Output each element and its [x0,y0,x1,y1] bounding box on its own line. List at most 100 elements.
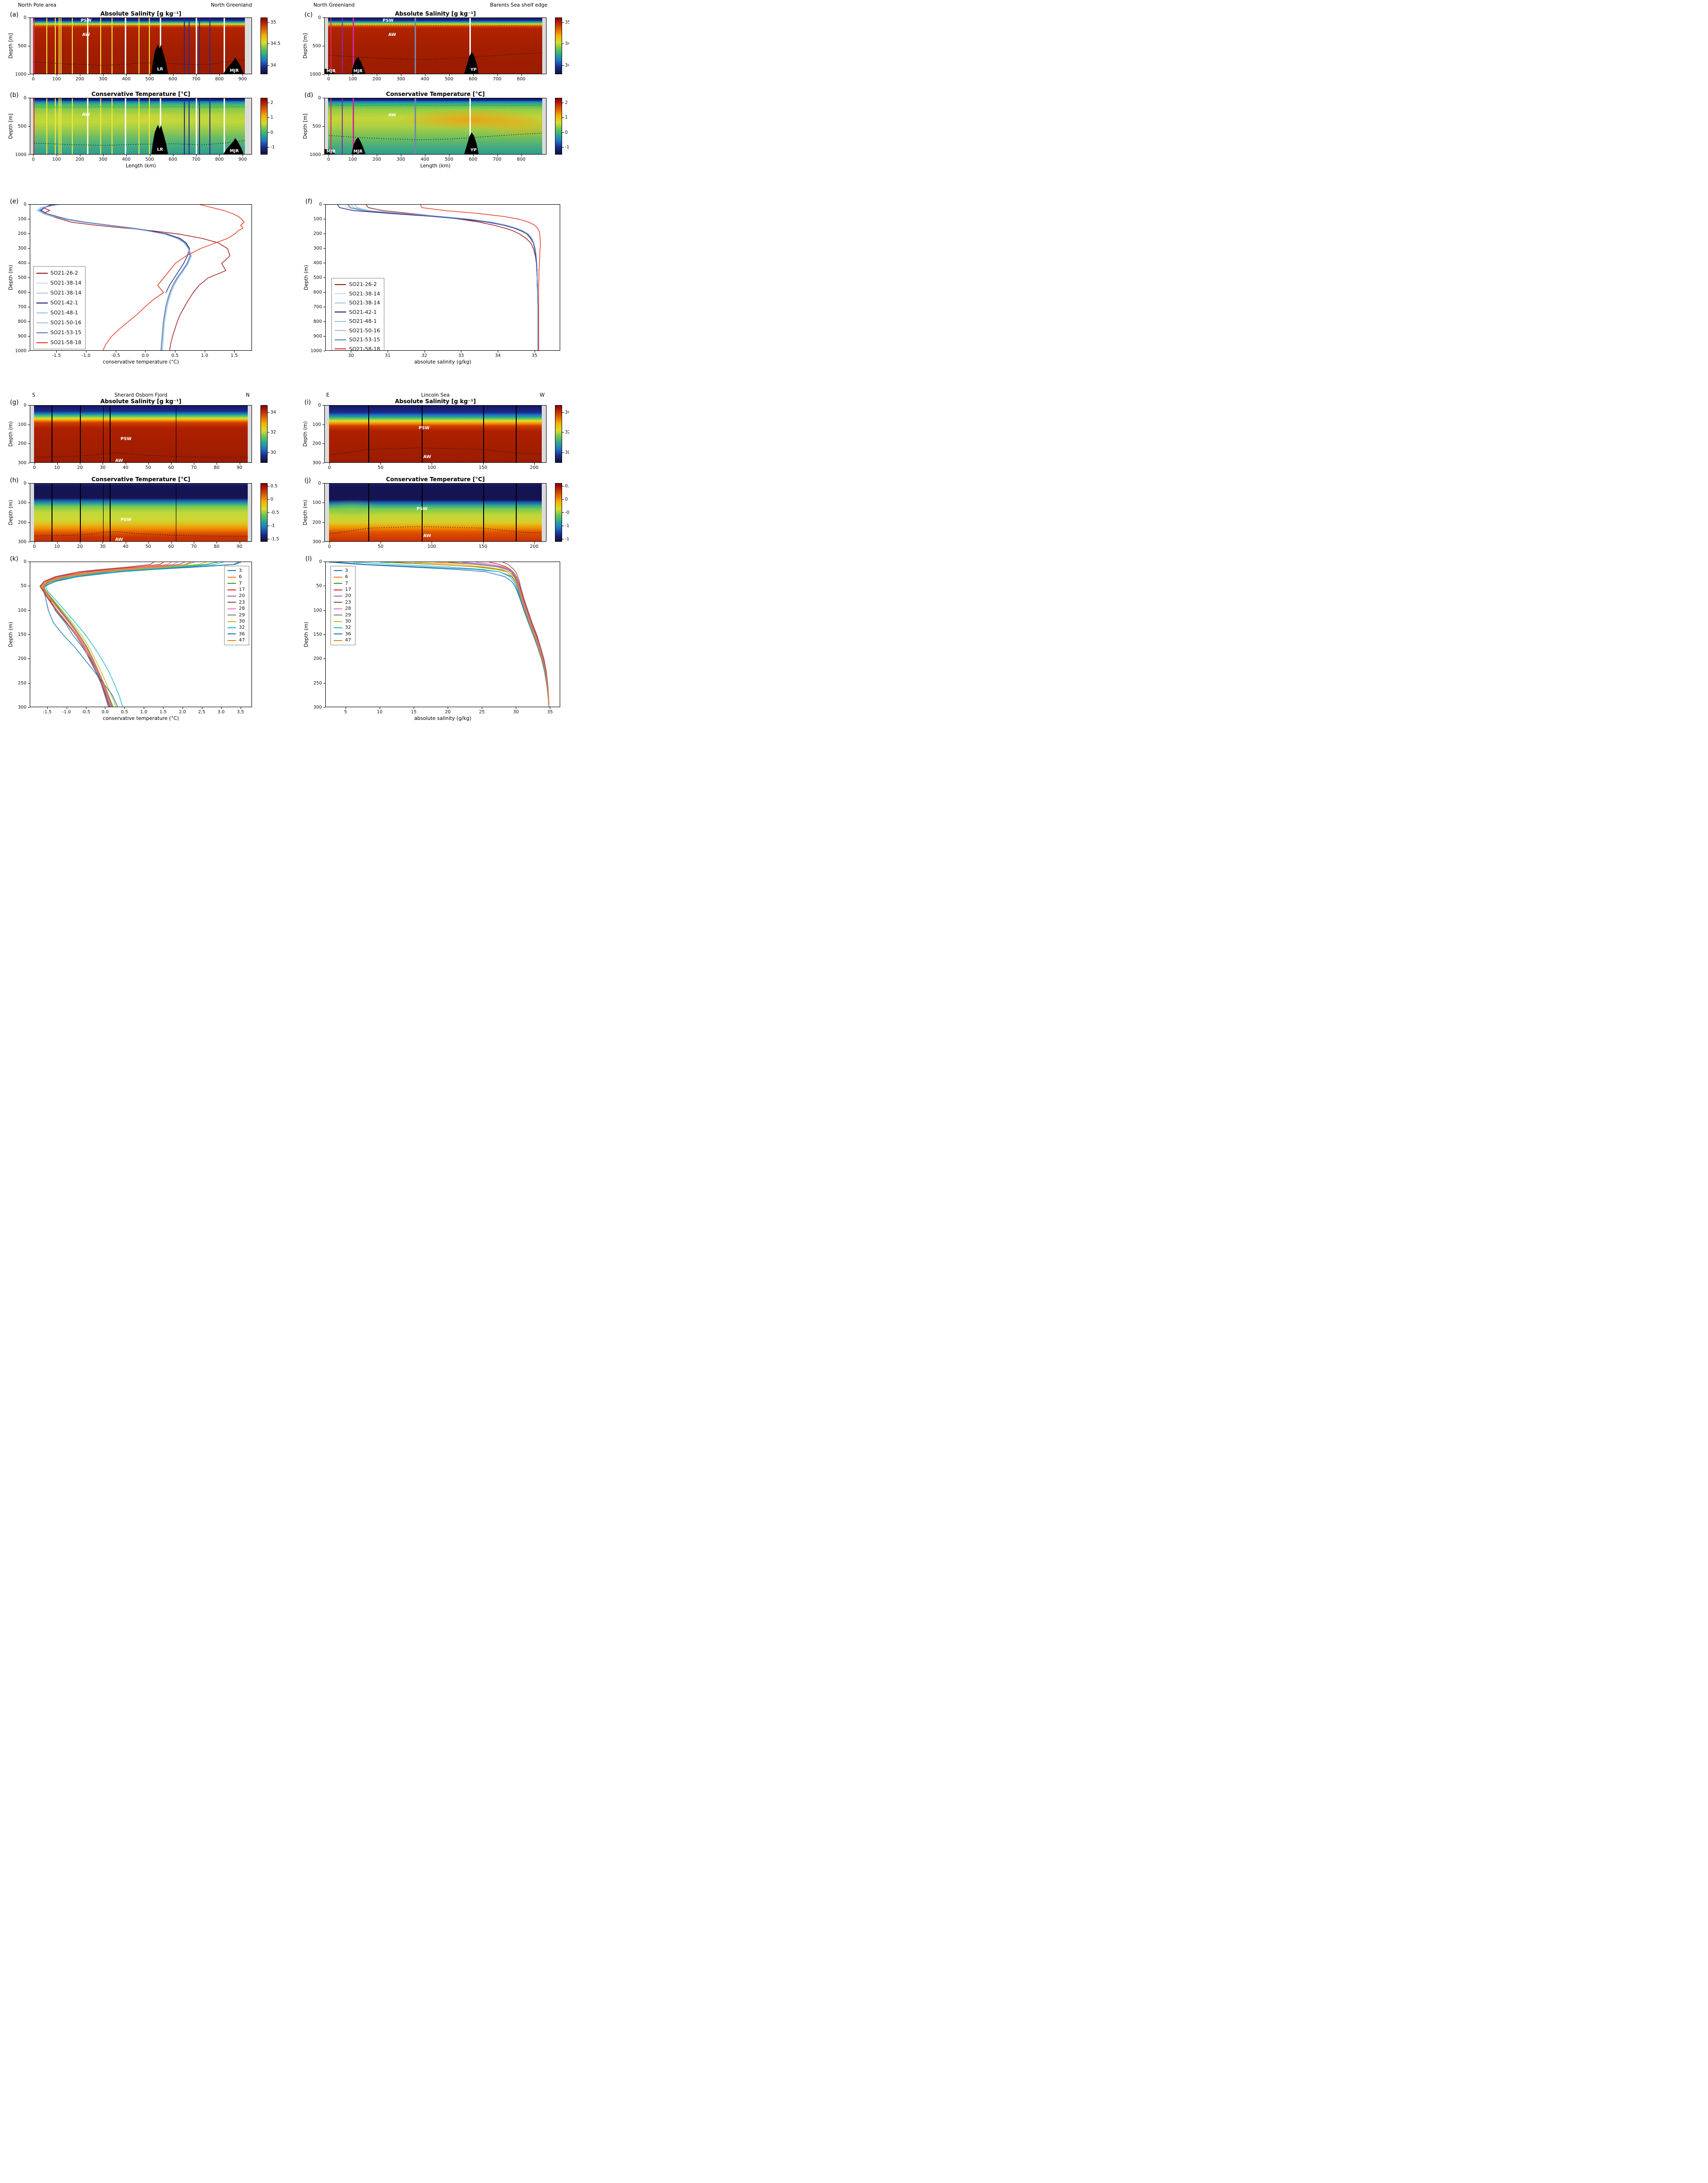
colorbar-tick-mark [562,117,564,118]
no-data-strip [30,406,35,462]
legend-swatch-SO21-48-1 [335,321,347,322]
x-tick-label: 700 [191,157,200,162]
legend-label-SO21-42-1: SO21-42-1 [50,300,78,306]
colorbar-tick-label: 35 [565,19,569,25]
y-tick-label: 700 [17,304,26,310]
profile-line-7 [380,562,550,707]
profile-line-30 [43,562,207,707]
colorbar-tick-mark [562,43,564,44]
colorbar-tick-mark [268,512,269,513]
isoline-contour [34,59,245,66]
isoline-contour [329,447,542,456]
panel-letter-f: (f) [305,198,312,205]
x-tick-label: 40 [122,465,129,470]
legend-item: 7 [333,580,351,586]
y-tick-label: 500 [17,124,26,129]
legend-item: 32 [227,624,245,631]
x-tick-label: 3.0 [217,710,225,715]
y-tick-label: 700 [313,304,322,310]
y-tick-mark [28,248,30,249]
x-tick-mark [148,463,149,465]
legend-label-7: 7 [239,580,242,586]
annotation-PSW: PSW [80,18,92,23]
colorbar-tick-mark [268,499,269,500]
x-tick-mark [483,542,484,544]
y-tick-label: 400 [313,260,322,266]
legend-label-32: 32 [345,625,351,631]
annotation-MJR: MJR [353,69,363,74]
profile-line-SO21-48-1 [355,205,538,350]
figure-root: North Pole area North Greenland North Gr… [0,0,569,728]
y-tick-label: 200 [17,231,26,236]
x-tick-mark [148,542,149,544]
plot-area-b: AW LR MJR [30,98,252,155]
x-tick-label: -1.5 [52,353,61,358]
station-line [103,484,104,541]
colorbar-tick-mark [562,132,564,133]
no-data-strip [245,98,251,154]
legend-label-30: 30 [239,619,245,624]
x-tick-label: 400 [122,157,131,162]
panel-title-a: Absolute Salinity [g kg⁻¹] [100,10,182,17]
profile-line-SO21-53-15 [347,205,538,350]
x-tick-label: 80 [214,544,220,549]
panel-title-g: Absolute Salinity [g kg⁻¹] [100,398,182,405]
region-label-sherard-osborn-fjord: Sherard Osborn Fjord [114,392,167,398]
isoline-contour [34,24,245,26]
plot-area-f: SO21-26-2 SO21-38-14 SO21-38-14 SO21-42-1 SO… [325,204,560,351]
y-tick-label: 0 [318,15,321,20]
y-tick-mark [28,707,30,708]
legend-item: 23 [333,599,351,606]
legend-item: SO21-26-2 [36,268,82,278]
profile-line-20 [461,562,550,707]
x-tick-mark [126,74,127,76]
station-line [368,406,369,462]
isoline-contour [329,133,542,140]
legend-item: 32 [333,624,351,631]
station-line [72,98,73,154]
legend-label-20: 20 [239,593,245,599]
legend-label-SO21-38-14: SO21-38-14 [349,290,380,297]
x-axis-label-f: absolute salinity (g/kg) [414,359,471,365]
station-line [80,406,81,462]
legend-label-29: 29 [239,612,245,618]
legend-item: 20 [227,593,245,599]
no-data-strip [325,98,329,154]
colorbar-tick-label: 30 [270,450,277,455]
x-tick-label: 100 [427,465,436,470]
y-tick-label: 600 [17,290,26,295]
y-tick-label: 500 [313,275,322,280]
plot-area-l: 3 6 7 17 20 23 28 29 30 32 36 47 [325,562,560,707]
x-tick-label: 900 [238,77,247,82]
y-tick-mark [28,292,30,293]
legend-label-SO21-58-18: SO21-58-18 [349,346,380,351]
station-line [34,98,35,154]
y-tick-label: 0 [319,559,322,564]
panel-letter-a: (a) [10,11,19,18]
y-tick-label: 1000 [15,72,26,77]
profile-line-SO21-38-14 [348,205,538,350]
station-line [422,484,423,541]
profile-line-SO21-58-18 [103,205,245,350]
y-tick-label: 1000 [310,348,322,354]
station-line [469,18,471,74]
plot-area-h: PSW AW [30,483,252,542]
y-tick-label: 0 [23,559,26,564]
x-tick-label: 400 [122,77,131,82]
isoline-contour [329,416,542,417]
legend-swatch-20 [333,595,342,597]
x-tick-mark [103,74,104,76]
profile-line-47 [42,562,191,707]
colorbar-tick-label: 35 [270,19,277,25]
legend-label-23: 23 [239,599,245,605]
profile-line-6 [41,562,172,707]
y-tick-label: 0 [23,15,26,20]
y-tick-label: 0 [23,403,26,408]
bathymetry-shape [325,69,335,74]
y-tick-mark [322,443,324,444]
x-tick-label: 50 [378,544,384,549]
y-axis-label-e: Depth (m) [8,265,14,290]
x-tick-label: 200 [75,157,84,162]
x-tick-label: 32 [421,353,427,358]
x-tick-label: 800 [517,157,526,162]
